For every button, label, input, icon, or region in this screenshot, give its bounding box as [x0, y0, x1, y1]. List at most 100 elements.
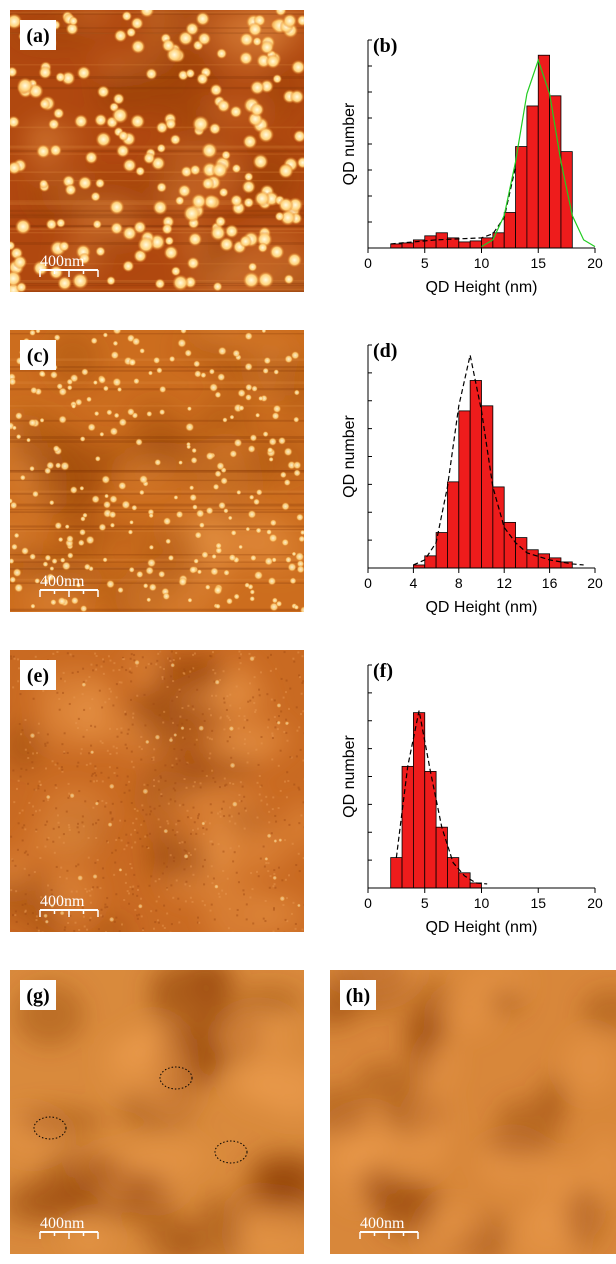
- quantum-dot: [284, 721, 290, 726]
- quantum-dot: [165, 538, 172, 545]
- noise: [34, 655, 37, 658]
- noise: [66, 869, 69, 872]
- blob: [209, 350, 294, 391]
- noise: [178, 804, 181, 807]
- noise: [89, 919, 92, 922]
- blob: [436, 993, 494, 1035]
- quantum-dot: [54, 462, 62, 469]
- noise: [127, 728, 130, 731]
- noise: [159, 775, 162, 778]
- quantum-dot: [84, 150, 99, 165]
- x-tick-label: 0: [364, 575, 372, 591]
- noise: [109, 690, 112, 693]
- quantum-dot: [180, 726, 185, 731]
- quantum-dot: [105, 579, 115, 589]
- x-axis-label: QD Height (nm): [425, 919, 537, 936]
- noise: [198, 921, 201, 924]
- quantum-dot: [244, 582, 250, 589]
- noise: [106, 841, 109, 844]
- noise: [77, 761, 80, 764]
- noise: [40, 896, 43, 899]
- quantum-dot: [29, 553, 37, 561]
- noise: [21, 809, 24, 812]
- quantum-dot: [212, 281, 223, 292]
- noise: [53, 851, 56, 854]
- noise: [212, 777, 215, 780]
- noise: [210, 738, 213, 741]
- noise: [124, 710, 127, 713]
- noise: [154, 769, 157, 772]
- quantum-dot: [44, 919, 49, 924]
- noise: [229, 847, 232, 850]
- noise: [253, 701, 256, 704]
- noise: [170, 675, 173, 678]
- noise: [270, 832, 273, 835]
- quantum-dot: [76, 65, 91, 81]
- quantum-dot: [233, 593, 240, 600]
- noise: [50, 888, 53, 891]
- noise: [129, 863, 132, 866]
- quantum-dot: [14, 411, 23, 420]
- noise: [85, 763, 88, 766]
- x-tick-label: 12: [496, 575, 512, 591]
- noise: [297, 786, 300, 789]
- quantum-dot: [279, 471, 287, 479]
- blob: [489, 987, 525, 1015]
- noise: [17, 779, 20, 782]
- noise: [186, 809, 189, 812]
- noise: [238, 650, 241, 653]
- noise: [104, 906, 107, 909]
- blob: [148, 970, 237, 1016]
- noise: [166, 888, 169, 891]
- noise: [157, 895, 160, 898]
- noise: [230, 815, 233, 818]
- noise: [210, 840, 213, 843]
- quantum-dot: [45, 794, 51, 800]
- noise: [104, 805, 107, 808]
- quantum-dot: [281, 501, 290, 511]
- noise: [23, 824, 26, 827]
- quantum-dot: [228, 725, 235, 732]
- quantum-dot: [45, 218, 58, 231]
- scan-line: [10, 366, 304, 369]
- noise: [59, 677, 62, 680]
- quantum-dot: [156, 367, 163, 374]
- quantum-dot: [52, 445, 60, 453]
- quantum-dot: [188, 565, 198, 574]
- quantum-dot: [209, 224, 227, 242]
- quantum-dot: [145, 566, 155, 576]
- noise: [63, 750, 66, 753]
- noise: [136, 694, 139, 697]
- scan-line: [10, 528, 304, 531]
- noise: [163, 904, 166, 907]
- quantum-dot: [243, 197, 255, 209]
- scan-line: [10, 213, 304, 216]
- noise: [295, 706, 298, 709]
- noise: [167, 657, 170, 660]
- quantum-dot: [113, 29, 128, 43]
- noise: [176, 831, 179, 834]
- y-axis-label: QD number: [341, 102, 358, 185]
- noise: [286, 897, 289, 900]
- quantum-dot: [225, 597, 234, 605]
- quantum-dot: [244, 362, 253, 372]
- noise: [236, 908, 239, 911]
- noise: [192, 708, 195, 711]
- quantum-dot: [128, 358, 137, 367]
- noise: [219, 716, 222, 719]
- quantum-dot: [188, 485, 195, 491]
- noise: [177, 819, 180, 822]
- noise: [228, 820, 231, 823]
- noise: [266, 656, 269, 659]
- noise: [109, 659, 112, 662]
- quantum-dot: [264, 856, 269, 861]
- noise: [172, 721, 175, 724]
- noise: [96, 886, 99, 889]
- noise: [109, 753, 112, 756]
- quantum-dot: [11, 425, 17, 431]
- bar: [537, 54, 551, 249]
- noise: [185, 762, 188, 765]
- quantum-dot: [282, 13, 298, 29]
- quantum-dot: [147, 370, 154, 376]
- noise: [282, 696, 285, 699]
